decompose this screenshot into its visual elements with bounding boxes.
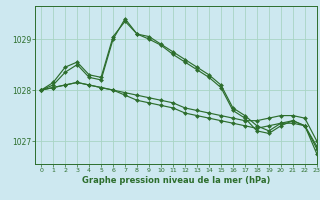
X-axis label: Graphe pression niveau de la mer (hPa): Graphe pression niveau de la mer (hPa) xyxy=(82,176,270,185)
